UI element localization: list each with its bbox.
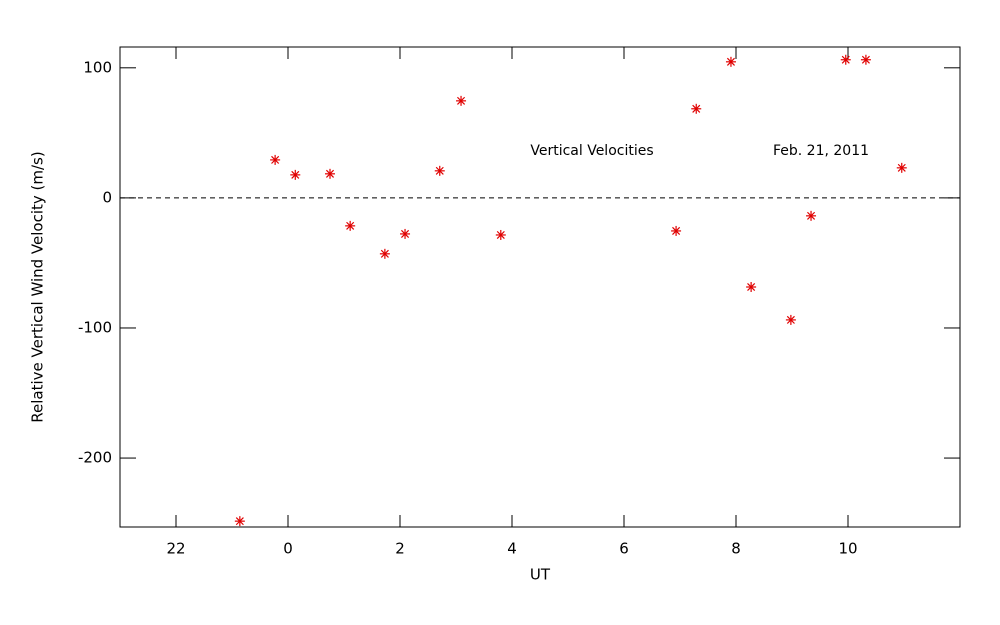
asterisk-stroke xyxy=(346,221,355,230)
annotation: Vertical Velocities xyxy=(530,143,653,159)
x-tick-label: 0 xyxy=(283,540,293,558)
asterisk-stroke xyxy=(841,55,850,64)
annotation: Feb. 21, 2011 xyxy=(773,143,869,159)
data-point xyxy=(746,282,757,292)
data-point xyxy=(325,168,335,179)
x-tick-label: 2 xyxy=(395,540,405,558)
data-point xyxy=(840,54,851,65)
y-tick-label: -200 xyxy=(78,449,112,467)
x-tick-label: 22 xyxy=(166,540,185,558)
x-tick-label: 8 xyxy=(731,540,741,558)
data-point xyxy=(345,220,356,231)
y-tick-label: -100 xyxy=(78,318,112,336)
y-axis-label: Relative Vertical Wind Velocity (m/s) xyxy=(29,151,47,422)
asterisk-stroke xyxy=(235,517,244,526)
asterisk-stroke xyxy=(672,226,681,235)
data-point xyxy=(456,95,467,106)
data-point xyxy=(234,516,245,527)
asterisk-stroke xyxy=(401,229,410,238)
y-tick-label: 100 xyxy=(83,58,112,76)
asterisk-stroke xyxy=(496,230,505,239)
data-point xyxy=(671,225,682,236)
data-point xyxy=(896,162,907,173)
asterisk-stroke xyxy=(271,155,280,164)
data-point xyxy=(379,248,390,259)
y-tick-label: 0 xyxy=(102,188,112,206)
data-point xyxy=(860,54,871,65)
data-point xyxy=(434,165,445,176)
x-axis-label: UT xyxy=(530,566,551,584)
asterisk-stroke xyxy=(897,163,906,172)
data-point xyxy=(495,229,506,240)
data-point xyxy=(806,210,817,221)
plot-frame xyxy=(119,46,961,528)
asterisk-stroke xyxy=(380,249,389,258)
data-point xyxy=(691,103,702,114)
asterisk-stroke xyxy=(457,96,466,105)
asterisk-stroke xyxy=(291,170,300,179)
asterisk-stroke xyxy=(747,282,756,292)
data-point xyxy=(270,154,281,165)
asterisk-stroke xyxy=(807,211,816,220)
asterisk-stroke xyxy=(786,315,795,324)
data-point xyxy=(725,56,736,67)
data-point xyxy=(785,314,796,325)
asterisk-stroke xyxy=(726,57,735,66)
data-point xyxy=(400,228,411,239)
asterisk-stroke xyxy=(861,55,870,64)
asterisk-stroke xyxy=(692,104,701,113)
asterisk-stroke xyxy=(325,169,335,178)
x-tick-label: 10 xyxy=(838,540,857,558)
x-tick-label: 6 xyxy=(619,540,629,558)
data-point xyxy=(290,169,301,180)
x-tick-label: 4 xyxy=(507,540,517,558)
asterisk-stroke xyxy=(435,166,444,175)
